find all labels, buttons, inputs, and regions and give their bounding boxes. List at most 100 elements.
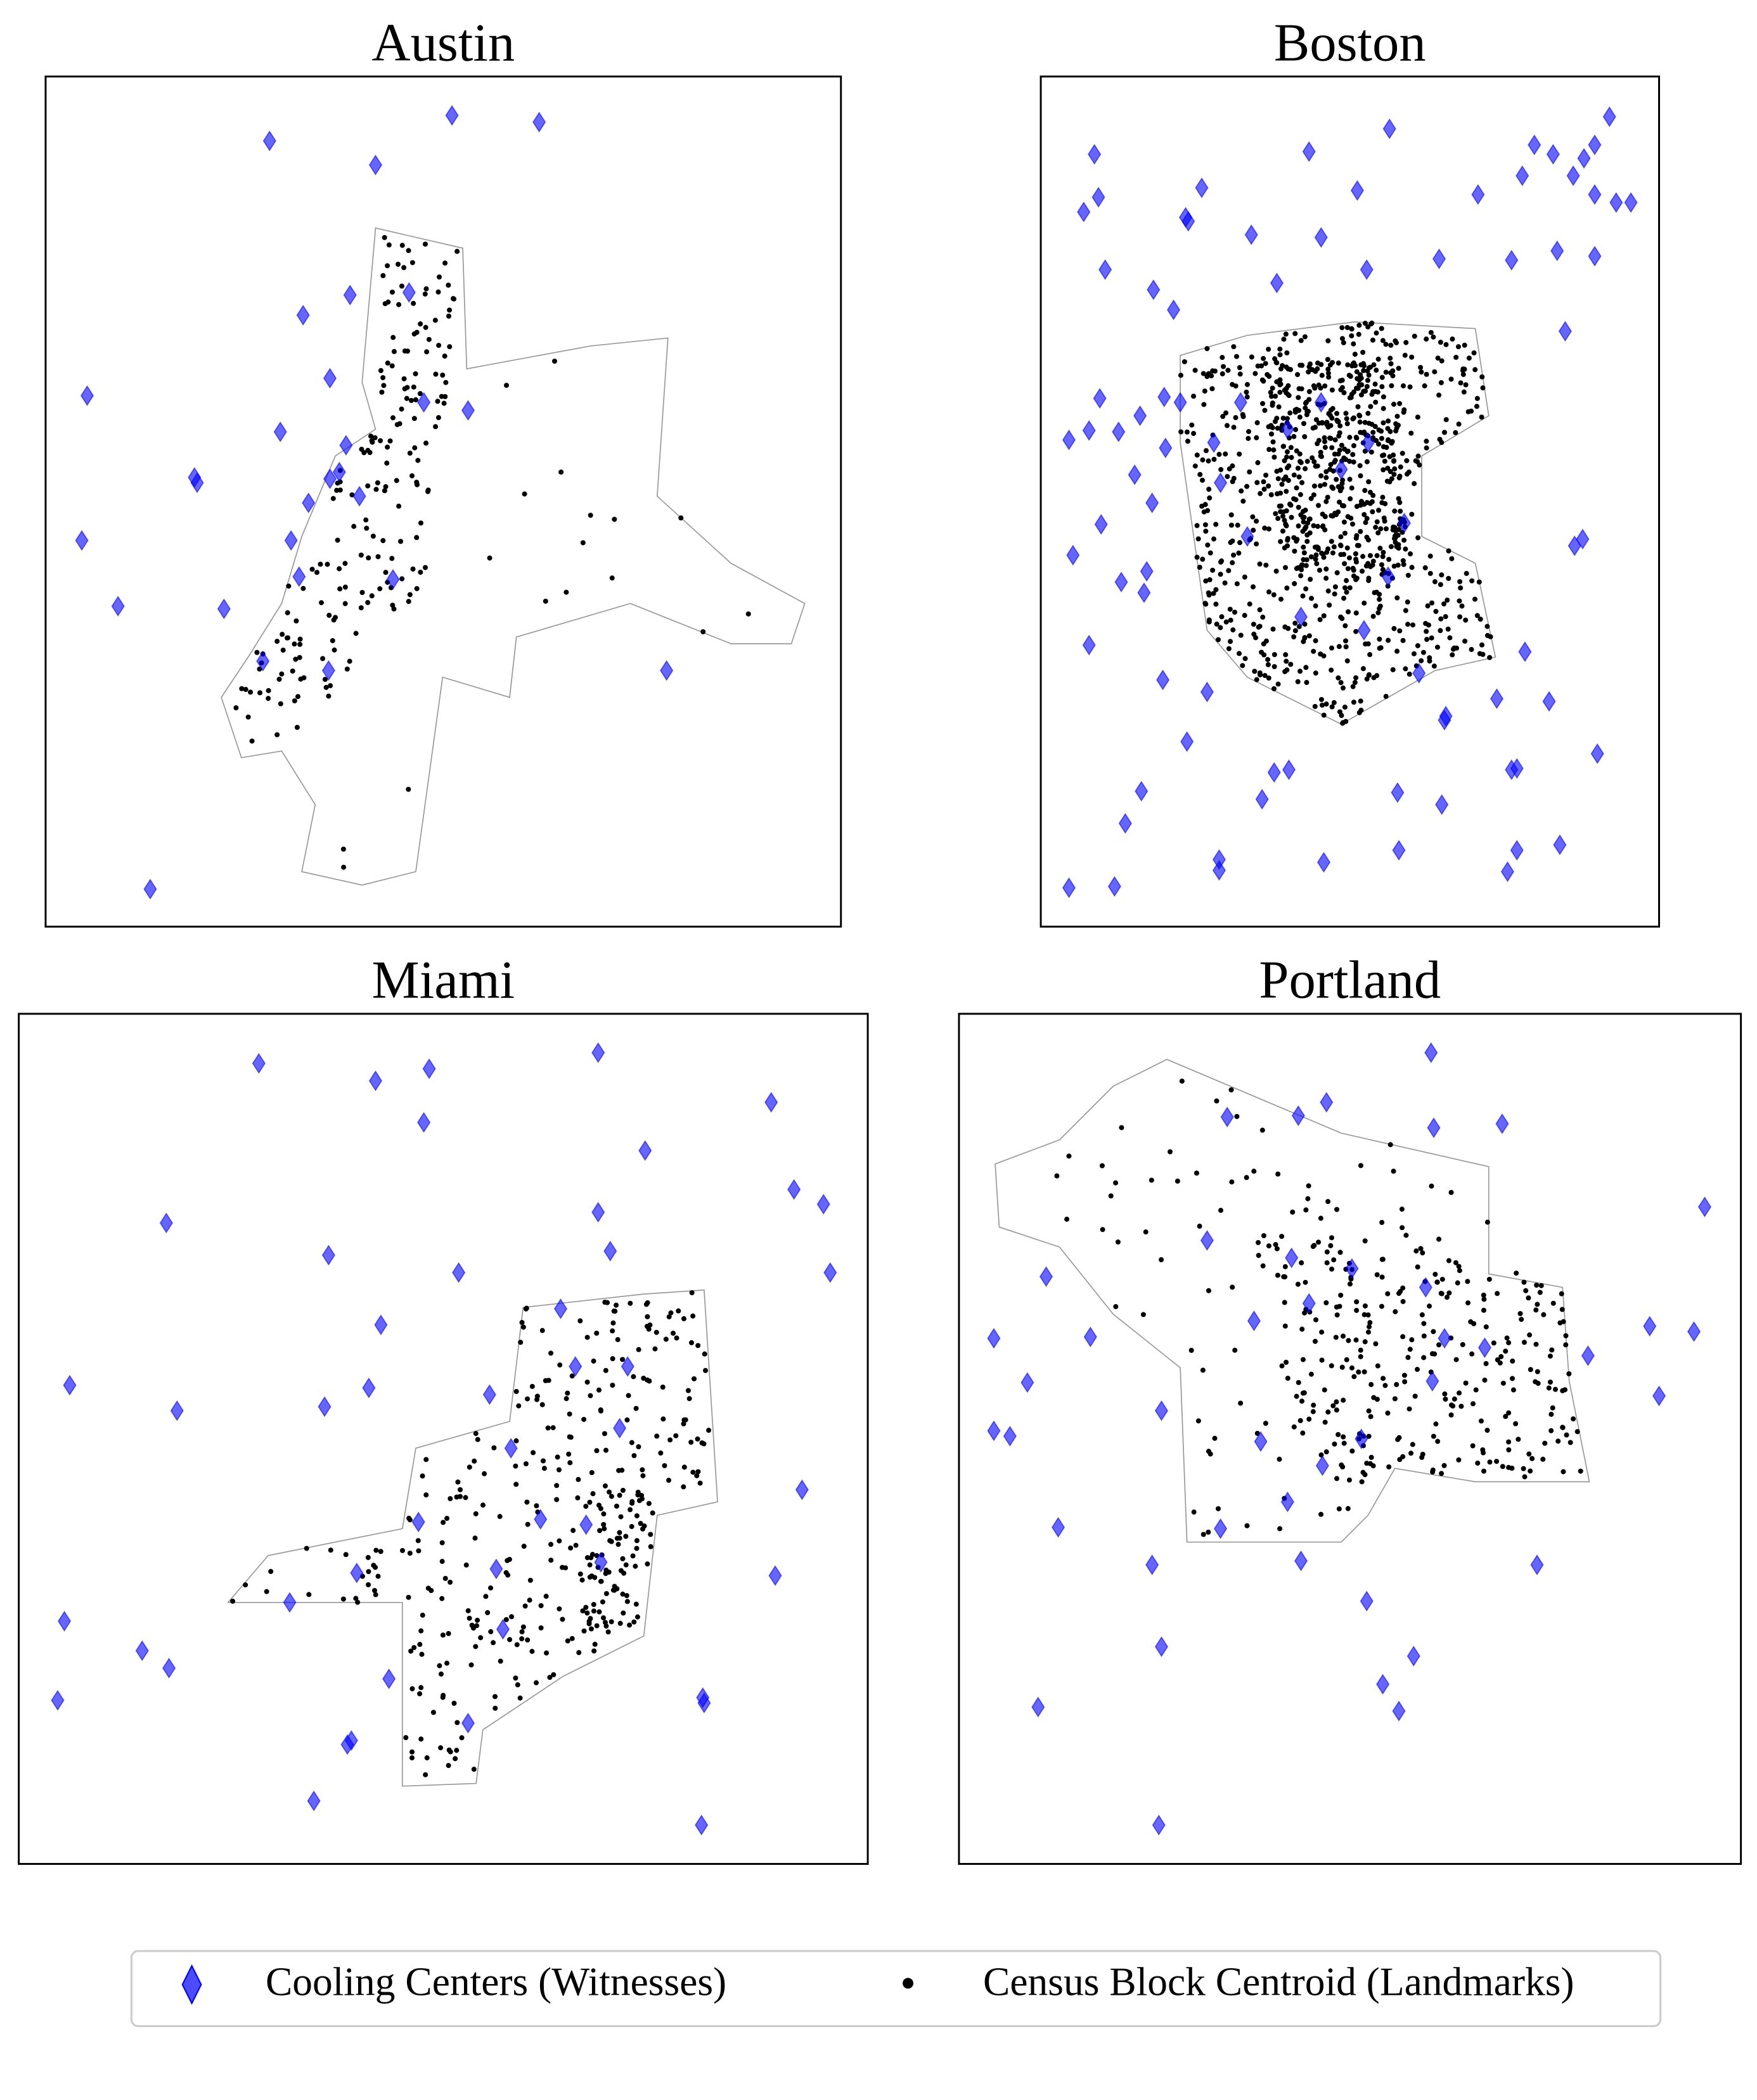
census-centroid (443, 380, 449, 385)
census-centroid (1405, 1355, 1411, 1361)
census-centroid (1400, 1334, 1406, 1340)
census-centroid (420, 1473, 425, 1479)
census-centroid (1332, 451, 1337, 457)
census-centroid (407, 451, 413, 456)
census-centroid (1329, 1363, 1334, 1369)
census-centroid (1430, 1467, 1436, 1473)
cooling-center (1392, 1700, 1406, 1722)
census-centroid (1336, 644, 1342, 650)
census-centroid (1547, 1380, 1553, 1385)
cooling-center (1112, 421, 1126, 442)
census-centroid (1255, 363, 1261, 369)
cooling-center (1091, 186, 1105, 208)
cooling-center (1581, 1345, 1595, 1366)
census-centroid (1456, 421, 1462, 427)
census-centroid (1357, 463, 1363, 468)
cooling-center (1426, 1371, 1439, 1392)
cooling-center (1157, 387, 1171, 407)
census-centroid (1401, 537, 1407, 543)
city-boundary (1180, 321, 1496, 725)
census-centroid (292, 698, 297, 704)
census-centroid (1244, 1175, 1249, 1181)
census-centroid (1257, 670, 1263, 675)
census-centroid (1226, 466, 1232, 471)
census-centroid (1261, 652, 1267, 658)
census-centroid (1341, 1397, 1346, 1403)
cooling-center (1220, 1106, 1234, 1128)
census-centroid (411, 416, 417, 421)
census-centroid (1394, 544, 1400, 549)
census-centroid (570, 1528, 576, 1533)
census-centroid (1533, 1379, 1538, 1385)
cooling-center (307, 1790, 321, 1812)
census-centroid (1379, 1303, 1384, 1309)
census-centroid (1424, 336, 1429, 342)
census-centroid (294, 724, 300, 730)
census-centroid (692, 1376, 697, 1381)
cooling-center (321, 660, 335, 681)
census-centroid (418, 321, 423, 327)
census-centroid (396, 503, 402, 509)
census-centroid (1335, 360, 1341, 366)
census-centroid (399, 576, 405, 582)
census-centroid (1252, 371, 1258, 376)
census-centroid (1506, 1439, 1512, 1445)
cooling-center (697, 1693, 711, 1713)
census-centroid (1372, 381, 1378, 387)
cooling-center (1510, 840, 1524, 861)
census-centroid (1247, 469, 1252, 475)
census-centroid (1347, 585, 1353, 591)
census-centroid (1431, 1329, 1436, 1335)
census-centroid (1394, 595, 1400, 601)
census-centroid (1178, 373, 1183, 378)
census-centroid (647, 1322, 653, 1328)
census-centroid (1434, 644, 1440, 650)
census-centroid (1350, 565, 1356, 571)
census-centroid (1271, 447, 1277, 453)
cooling-center (318, 1396, 331, 1418)
census-centroid (621, 1610, 626, 1616)
census-centroid (608, 1619, 614, 1625)
cooling-center (344, 1730, 358, 1751)
census-centroid (1362, 1339, 1368, 1345)
census-centroid (1119, 1125, 1124, 1130)
census-centroid (1274, 1246, 1280, 1252)
census-centroid (446, 1630, 451, 1636)
cooling-center (159, 1212, 173, 1234)
census-centroid (1325, 357, 1330, 362)
census-centroid (468, 1662, 474, 1668)
census-centroid (1254, 435, 1259, 440)
census-centroid (1273, 1242, 1278, 1248)
census-centroid (1353, 556, 1359, 562)
census-centroid (1498, 1354, 1504, 1359)
census-centroid (1463, 617, 1469, 623)
census-centroid (602, 1483, 608, 1489)
census-centroid (529, 1649, 535, 1655)
panel-title: Boston (1274, 13, 1426, 72)
census-centroid (1352, 351, 1358, 357)
census-centroid (1296, 504, 1301, 510)
census-centroid (1339, 1364, 1345, 1370)
census-centroid (610, 1328, 615, 1334)
census-centroid (1340, 1464, 1346, 1469)
census-centroid (1419, 1454, 1425, 1460)
census-centroid (473, 1644, 479, 1649)
cooling-center (1180, 731, 1194, 752)
cooling-center (1357, 620, 1371, 641)
census-centroid (1143, 1229, 1149, 1235)
cooling-center (1140, 561, 1154, 582)
census-centroid (1323, 566, 1329, 572)
census-centroid (1336, 1506, 1342, 1512)
census-centroid (378, 1549, 383, 1554)
census-centroid (1560, 1388, 1566, 1393)
census-centroid (1294, 485, 1299, 490)
census-centroid (745, 611, 751, 617)
census-centroid (579, 1577, 585, 1583)
census-centroid (590, 1491, 596, 1497)
census-centroid (1310, 1409, 1316, 1414)
census-centroid (400, 1547, 406, 1553)
census-centroid (1446, 575, 1451, 581)
census-centroid (1438, 628, 1443, 634)
cooling-center (343, 285, 357, 306)
